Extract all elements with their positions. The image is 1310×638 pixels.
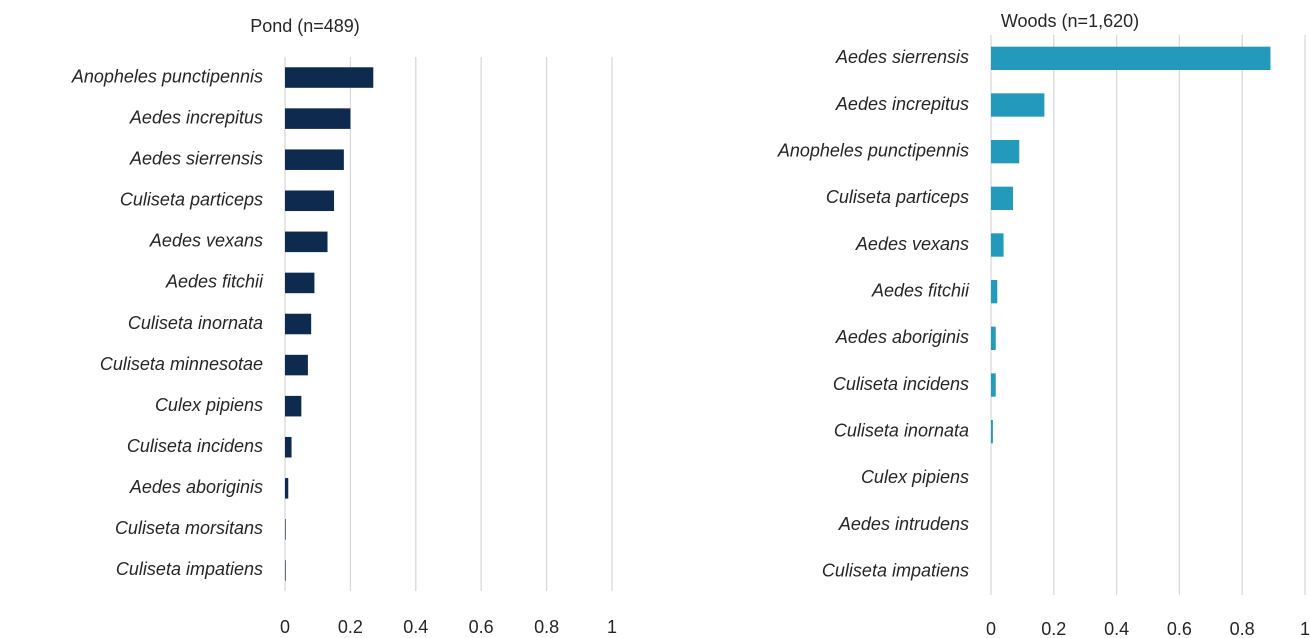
- bar: [285, 272, 315, 294]
- bar: [285, 149, 344, 170]
- category-label: Aedes vexans: [149, 231, 263, 251]
- bar: [991, 46, 1271, 70]
- category-label: Aedes vexans: [855, 234, 969, 254]
- bar: [991, 373, 996, 397]
- category-label: Culiseta minnesotae: [100, 354, 263, 374]
- category-label: Culiseta inornata: [128, 313, 263, 333]
- category-label: Aedes fitchii: [871, 280, 970, 300]
- chart-title: Pond (n=489): [250, 16, 360, 36]
- category-label: Culiseta incidens: [127, 436, 263, 456]
- bar: [991, 420, 993, 444]
- bar: [285, 354, 308, 376]
- category-label: Culiseta inornata: [834, 420, 969, 440]
- bar: [991, 93, 1045, 117]
- bar: [285, 67, 374, 88]
- x-tick-label: 0.4: [1104, 619, 1129, 638]
- bar: [285, 190, 335, 212]
- x-tick-label: 0.2: [1041, 619, 1066, 638]
- category-label: Culiseta morsitans: [115, 518, 263, 538]
- x-tick-label: 0.4: [403, 617, 428, 637]
- bar: [285, 519, 286, 540]
- category-label: Culiseta impatiens: [116, 559, 263, 579]
- category-label: Aedes increpitus: [129, 107, 263, 127]
- category-label: Aedes intrudens: [838, 514, 969, 534]
- category-label: Anopheles punctipennis: [777, 140, 969, 160]
- category-label: Culex pipiens: [155, 395, 263, 415]
- x-tick-label: 0.2: [338, 617, 363, 637]
- chart-title: Woods (n=1,620): [1001, 11, 1139, 31]
- bar: [285, 436, 292, 458]
- x-tick-label: 0.8: [534, 617, 559, 637]
- x-tick-label: 0: [280, 617, 290, 637]
- x-tick-label: 1: [607, 617, 617, 637]
- category-label: Aedes aboriginis: [129, 477, 263, 497]
- x-tick-label: 0.8: [1230, 619, 1255, 638]
- x-tick-label: 0.6: [1167, 619, 1192, 638]
- bar: [285, 313, 312, 335]
- category-label: Culiseta particeps: [120, 190, 263, 210]
- bar: [285, 108, 351, 129]
- category-label: Culiseta particeps: [826, 187, 969, 207]
- category-label: Aedes aboriginis: [835, 327, 969, 347]
- bar: [285, 395, 302, 417]
- bar: [991, 326, 996, 350]
- bar: [991, 186, 1013, 210]
- category-label: Aedes sierrensis: [835, 47, 969, 67]
- category-label: Aedes increpitus: [835, 94, 969, 114]
- bar: [991, 140, 1020, 164]
- category-label: Aedes sierrensis: [129, 148, 263, 168]
- category-label: Culiseta impatiens: [822, 560, 969, 580]
- bar: [991, 280, 998, 304]
- category-label: Culiseta incidens: [833, 374, 969, 394]
- x-tick-label: 0: [986, 619, 996, 638]
- category-label: Aedes fitchii: [165, 272, 264, 292]
- category-label: Anopheles punctipennis: [71, 66, 263, 86]
- bar: [991, 233, 1004, 257]
- bar: [285, 478, 289, 499]
- x-tick-label: 0.6: [469, 617, 494, 637]
- category-label: Culex pipiens: [861, 467, 969, 487]
- bar: [285, 560, 286, 581]
- bar: [285, 231, 328, 253]
- x-tick-label: 1: [1300, 619, 1310, 638]
